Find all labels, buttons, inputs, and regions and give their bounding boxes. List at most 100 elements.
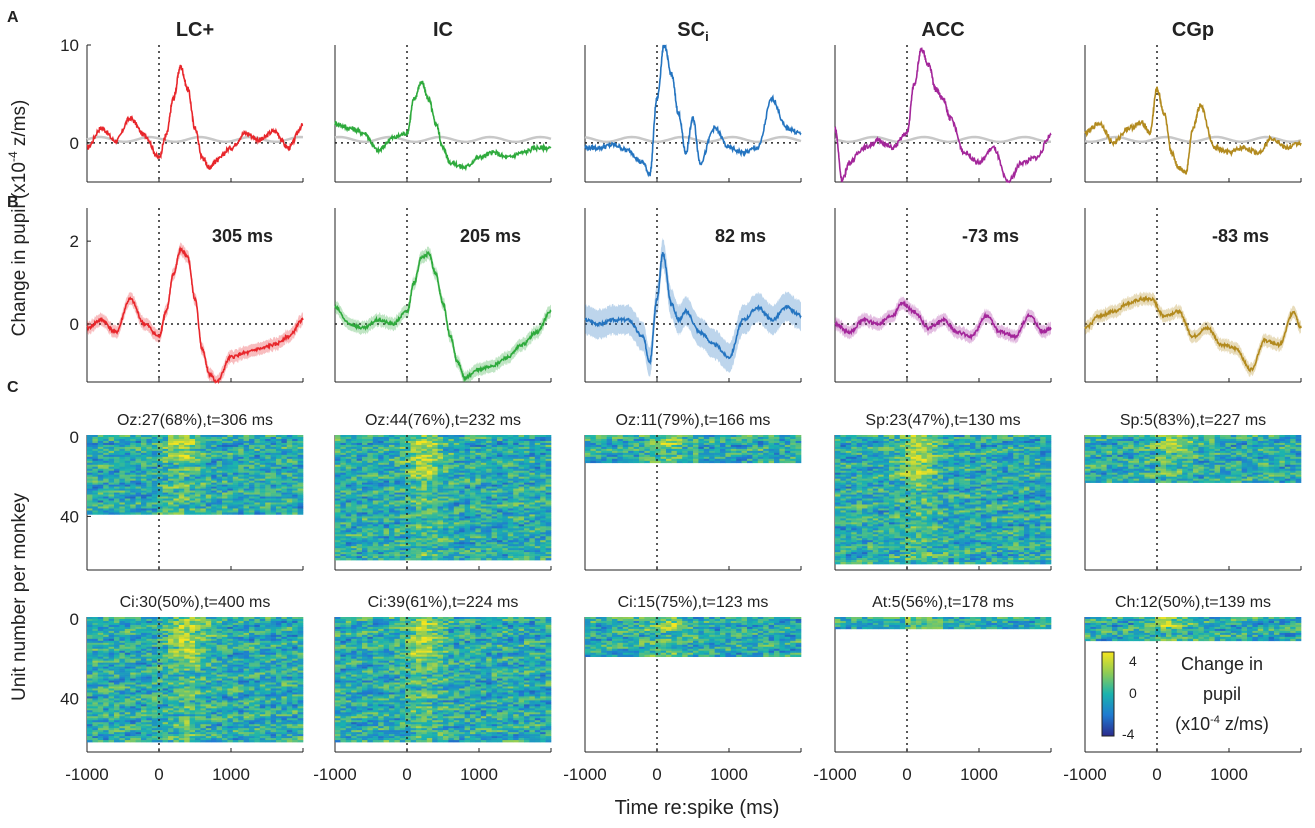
heatmap-cell (518, 536, 525, 539)
heatmap-cell (178, 508, 185, 511)
heatmap-cell (475, 522, 482, 525)
heatmap-cell (281, 458, 288, 462)
heatmap-cell (178, 448, 185, 452)
heatmap-cell (784, 460, 791, 464)
heatmap-cell (178, 496, 185, 499)
heatmap-cell (130, 480, 136, 483)
heatmap-cell (362, 474, 368, 477)
heatmap-cell (502, 448, 509, 452)
heatmap-cell (507, 442, 514, 446)
heatmap-cell (254, 486, 261, 489)
heatmap-cell (335, 492, 341, 495)
heatmap-cell (480, 448, 487, 452)
heatmap-cell (383, 490, 390, 493)
heatmap-cell (399, 538, 406, 541)
heatmap-cell (130, 474, 136, 477)
heatmap-cell (453, 474, 460, 477)
heatmap-cell (130, 450, 136, 454)
heatmap-cell (698, 456, 705, 460)
heatmap-cell (227, 468, 234, 472)
heatmap-cell (921, 435, 928, 438)
heatmap-cell (507, 558, 514, 561)
heatmap-cell (590, 436, 597, 440)
heatmap-cell (297, 438, 304, 442)
heatmap-cell (779, 436, 786, 440)
heatmap-cell (130, 435, 136, 438)
heatmap-cell (426, 474, 433, 477)
heatmap-cell (238, 464, 244, 468)
heatmap-cell (497, 498, 503, 501)
heatmap-cell (399, 474, 406, 477)
heatmap-cell (437, 506, 444, 509)
heatmap-cell (200, 502, 207, 505)
heatmap-cell (1024, 436, 1030, 440)
heatmap-cell (184, 462, 190, 466)
heatmap-cell (286, 460, 293, 464)
heatmap-cell (389, 534, 395, 537)
heatmap-cell (97, 462, 104, 466)
heatmap-cell (437, 558, 444, 561)
heatmap-cell (426, 542, 433, 545)
heatmap-cell (453, 532, 460, 535)
heatmap-cell (507, 544, 514, 547)
heatmap-cell (367, 462, 374, 466)
heatmap-cell (953, 440, 960, 444)
heatmap-cell (540, 448, 546, 452)
heatmap-cell (238, 454, 244, 458)
heatmap-cell (200, 446, 207, 450)
heatmap-cell (932, 436, 938, 440)
heatmap-cell (362, 504, 368, 507)
heatmap-cell (130, 436, 136, 440)
heatmap-cell (545, 530, 552, 533)
heatmap-cell (87, 496, 93, 499)
heatmap-cell (335, 550, 341, 553)
heatmap-cell (410, 514, 417, 517)
heatmap-cell (421, 480, 428, 483)
heatmap-cell (178, 482, 185, 485)
heatmap-cell (205, 450, 212, 454)
heatmap-cell (178, 442, 185, 446)
heatmap-cell (747, 438, 753, 442)
heatmap-cell (243, 490, 250, 493)
heatmap-cell (529, 534, 536, 537)
heatmap-cell (470, 442, 476, 446)
heatmap-cell (784, 448, 791, 452)
heatmap-cell (238, 452, 244, 456)
heatmap-cell (443, 476, 449, 479)
heatmap-cell (200, 442, 207, 446)
heatmap-cell (671, 435, 678, 438)
heatmap-cell (151, 500, 158, 503)
heatmap-cell (103, 436, 109, 440)
heatmap-cell (146, 444, 153, 448)
heatmap-cell (502, 508, 509, 511)
heatmap-cell (606, 444, 613, 448)
heatmap-cell (464, 538, 471, 541)
panel-b-latency-label-3: 82 ms (715, 226, 766, 246)
heatmap-cell (426, 554, 433, 557)
heatmap-cell (432, 450, 438, 454)
heatmap-cell (416, 440, 422, 444)
heatmap-cell (774, 438, 780, 442)
heatmap-cell (351, 550, 357, 553)
heatmap-cell (189, 460, 196, 464)
heatmap-cell (502, 492, 509, 495)
heatmap-cell (362, 488, 368, 491)
heatmap-cell (507, 528, 514, 531)
heatmap-cell (227, 435, 234, 438)
heatmap-cell (130, 502, 136, 505)
heatmap-cell (200, 450, 207, 454)
heatmap-cell (173, 435, 180, 438)
heatmap-cell (426, 468, 433, 472)
heatmap-cell (975, 435, 982, 438)
heatmap-cell (178, 462, 185, 466)
heatmap-cell (671, 438, 678, 442)
heatmap-cell (383, 500, 390, 503)
heatmap-cell (270, 444, 277, 448)
heatmap-cell (189, 450, 196, 454)
heatmap-cell (443, 510, 449, 513)
heatmap-cell (108, 508, 115, 511)
heatmap-cell (432, 466, 438, 470)
heatmap-cell (259, 468, 266, 472)
heatmap-cell (222, 486, 228, 489)
heatmap-cell (518, 542, 525, 545)
